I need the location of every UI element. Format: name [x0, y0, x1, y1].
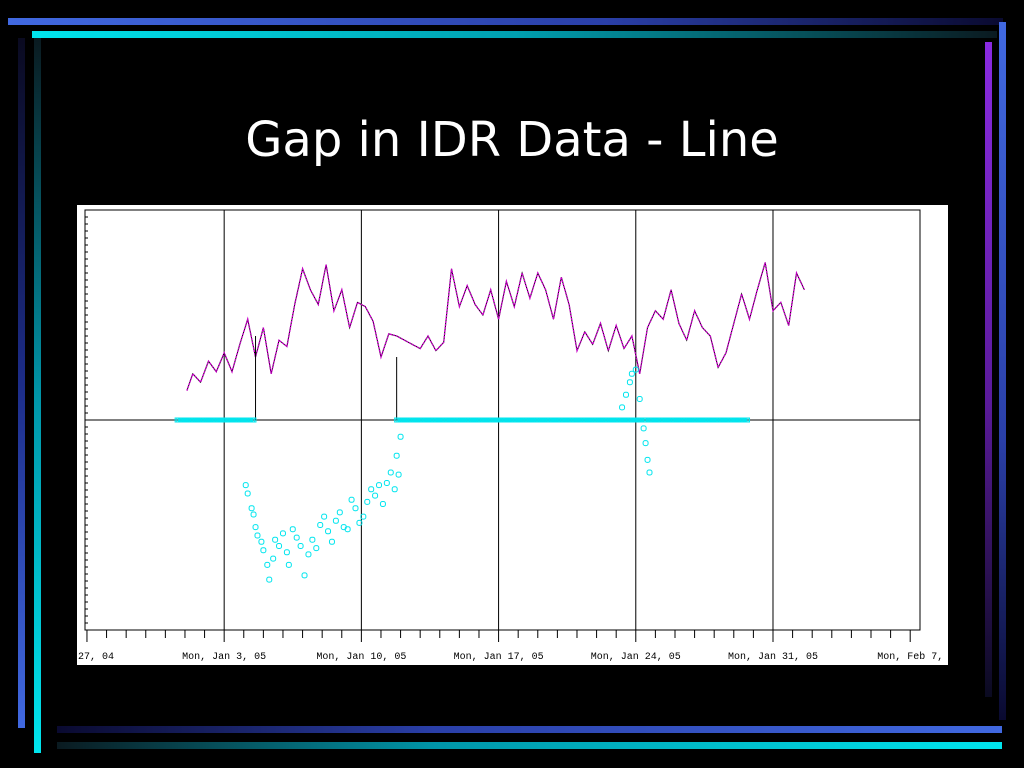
x-tick-label: Mon, Jan 24, 05	[591, 652, 681, 663]
marker-point	[376, 482, 383, 489]
right-accent-bar	[999, 22, 1006, 720]
marker-point	[301, 572, 308, 579]
x-tick-label: Mon, Jan 31, 05	[728, 652, 818, 663]
top-accent-bar	[8, 18, 1003, 25]
top-accent-bar-cyan	[32, 31, 997, 38]
marker-point	[356, 519, 363, 526]
marker-point	[328, 538, 335, 545]
marker-point	[276, 543, 283, 549]
chart-panel: ec 27, 04 Mon, Jan 3, 05 Mon, Jan 10, 05 Mo…	[77, 205, 948, 665]
marker-point	[387, 469, 394, 476]
bottom-accent-bar-cyan	[57, 742, 1002, 749]
marker-point	[372, 492, 379, 499]
marker-point	[632, 366, 639, 373]
series-line	[186, 262, 806, 391]
bottom-accent-bar	[57, 726, 1002, 733]
marker-point	[289, 526, 296, 533]
marker-point	[644, 456, 651, 463]
x-tick-label: Mon, Jan 3, 05	[182, 652, 266, 663]
marker-point	[622, 391, 629, 398]
marker-point	[379, 501, 386, 507]
line-chart: ec 27, 04 Mon, Jan 3, 05 Mon, Jan 10, 05 Mo…	[77, 209, 943, 663]
marker-point	[332, 517, 339, 524]
marker-point	[619, 404, 626, 411]
marker-point	[325, 528, 332, 535]
marker-point	[642, 440, 649, 447]
x-tick-label: Mon, Jan 10, 05	[316, 652, 406, 663]
x-tick-label: Mon, Jan 17, 05	[454, 652, 544, 663]
marker-point	[344, 526, 351, 533]
marker-point	[626, 379, 633, 386]
marker-point	[254, 532, 261, 539]
marker-point	[646, 469, 653, 476]
marker-point	[395, 471, 402, 478]
marker-point	[640, 425, 647, 432]
marker-point	[252, 524, 259, 531]
marker-point	[336, 509, 343, 516]
x-tick-label: ec 27, 04	[77, 652, 114, 663]
marker-point	[285, 561, 292, 568]
marker-point	[745, 417, 751, 423]
left-accent-bar-cyan	[34, 38, 41, 753]
marker-point	[309, 536, 316, 543]
marker-point	[317, 522, 324, 528]
marker-point	[364, 498, 371, 505]
marker-point	[305, 551, 312, 558]
marker-point	[270, 555, 277, 562]
left-accent-bar	[18, 38, 25, 728]
marker-point	[248, 505, 255, 512]
marker-point	[260, 547, 267, 554]
marker-point	[360, 513, 367, 520]
marker-point	[313, 545, 320, 552]
right-accent-bar-violet	[985, 42, 992, 697]
marker-point	[383, 480, 390, 486]
marker-point	[264, 561, 271, 568]
slide-title: Gap in IDR Data - Line	[245, 112, 779, 168]
marker-point	[297, 543, 304, 549]
x-tick-label: Mon, Feb 7,	[877, 651, 943, 663]
marker-point	[244, 490, 251, 497]
marker-point	[266, 576, 273, 583]
marker-point	[242, 482, 249, 489]
marker-point	[283, 549, 290, 556]
marker-point	[628, 370, 635, 377]
marker-point	[321, 513, 328, 520]
marker-point	[391, 486, 398, 493]
marker-point	[279, 530, 286, 537]
marker-point	[352, 505, 359, 512]
marker-point	[258, 538, 265, 545]
marker-point	[293, 534, 300, 541]
marker-point	[348, 496, 355, 503]
marker-point	[393, 452, 400, 459]
marker-point	[368, 486, 375, 493]
marker-point	[636, 396, 643, 402]
series-line-original	[186, 262, 805, 391]
marker-point	[272, 536, 279, 543]
marker-point	[397, 433, 404, 440]
marker-point	[250, 511, 257, 518]
marker-point	[251, 417, 257, 423]
